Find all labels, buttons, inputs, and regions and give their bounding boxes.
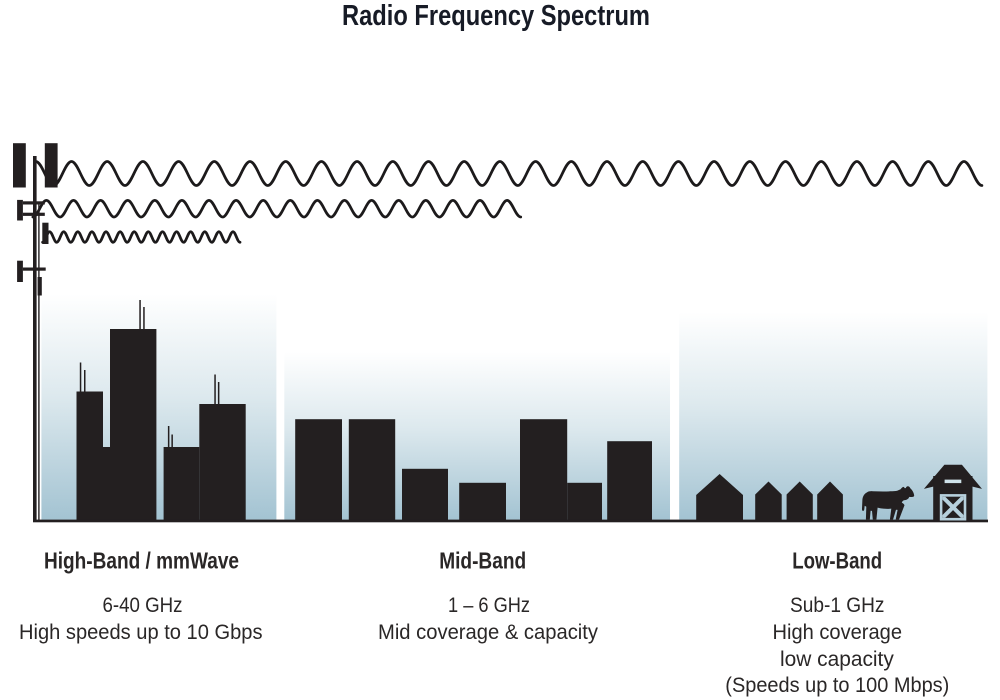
- svg-text:Radio Frequency Spectrum: Radio Frequency Spectrum: [342, 0, 650, 32]
- svg-text:(Speeds up to 100 Mbps): (Speeds up to 100 Mbps): [725, 673, 949, 697]
- svg-text:Mid-Band: Mid-Band: [439, 548, 526, 574]
- svg-text:High speeds up to 10 Gbps: High speeds up to 10 Gbps: [19, 620, 263, 644]
- svg-text:Mid coverage & capacity: Mid coverage & capacity: [378, 620, 598, 644]
- svg-text:1 – 6 GHz: 1 – 6 GHz: [448, 593, 530, 617]
- svg-text:High-Band / mmWave: High-Band / mmWave: [44, 548, 239, 574]
- svg-text:Low-Band: Low-Band: [792, 548, 882, 574]
- svg-text:low capacity: low capacity: [780, 647, 894, 671]
- svg-text:High coverage: High coverage: [773, 620, 903, 644]
- svg-text:6-40 GHz: 6-40 GHz: [103, 593, 183, 617]
- svg-text:Sub-1 GHz: Sub-1 GHz: [790, 593, 885, 617]
